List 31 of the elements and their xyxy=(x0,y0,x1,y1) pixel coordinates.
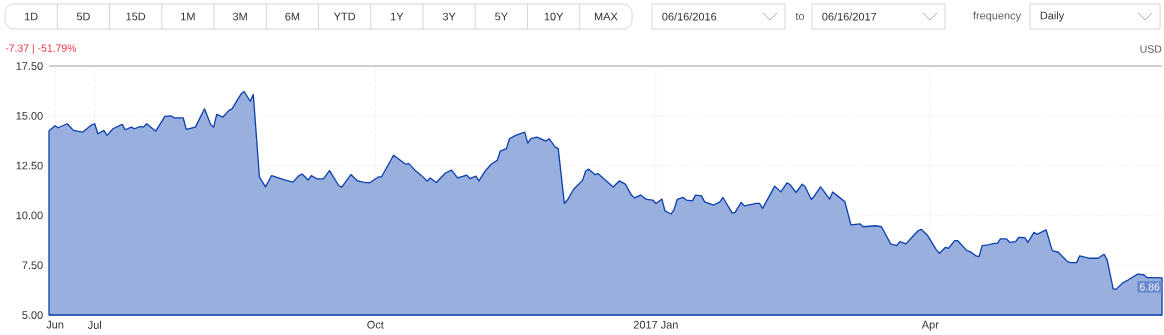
text: Daily xyxy=(1040,11,1065,22)
y-axis-title: USD xyxy=(1140,45,1162,53)
text: 06/16/2016 xyxy=(662,12,717,21)
text: 1Y xyxy=(391,12,404,21)
y-tick-label: 5.00 xyxy=(22,311,43,319)
text: 3Y xyxy=(442,12,456,21)
annotation: 6.86 xyxy=(1140,283,1160,291)
text: MAX xyxy=(594,12,618,21)
text: 1D xyxy=(24,12,38,21)
text: 06/16/2017 xyxy=(822,12,877,21)
y-tick-label: 15.00 xyxy=(16,111,43,120)
y-tick-label: 10.00 xyxy=(16,211,43,220)
text: 6M xyxy=(285,12,300,21)
text: 3M xyxy=(232,12,247,21)
text: 15D xyxy=(126,12,146,21)
y-tick-label: 12.50 xyxy=(16,161,43,170)
chart-subtitle: -7.37 | -51.79% xyxy=(5,44,77,54)
text: 5D xyxy=(76,12,90,21)
text: 5Y xyxy=(495,12,508,21)
text: 1M xyxy=(181,12,195,21)
x-tick-label: 2017 Jan xyxy=(633,320,678,329)
x-tick-label: Jul xyxy=(87,320,102,329)
text: to xyxy=(795,12,805,21)
text: YTD xyxy=(333,12,356,21)
y-tick-label: 17.50 xyxy=(16,62,43,70)
x-tick-label: Oct xyxy=(367,320,384,329)
x-tick-label: Apr xyxy=(921,320,939,331)
text: 10Y xyxy=(544,12,564,21)
x-tick-label: Jun xyxy=(46,320,64,329)
y-tick-label: 7.50 xyxy=(22,261,43,270)
text: frequency xyxy=(973,11,1022,22)
